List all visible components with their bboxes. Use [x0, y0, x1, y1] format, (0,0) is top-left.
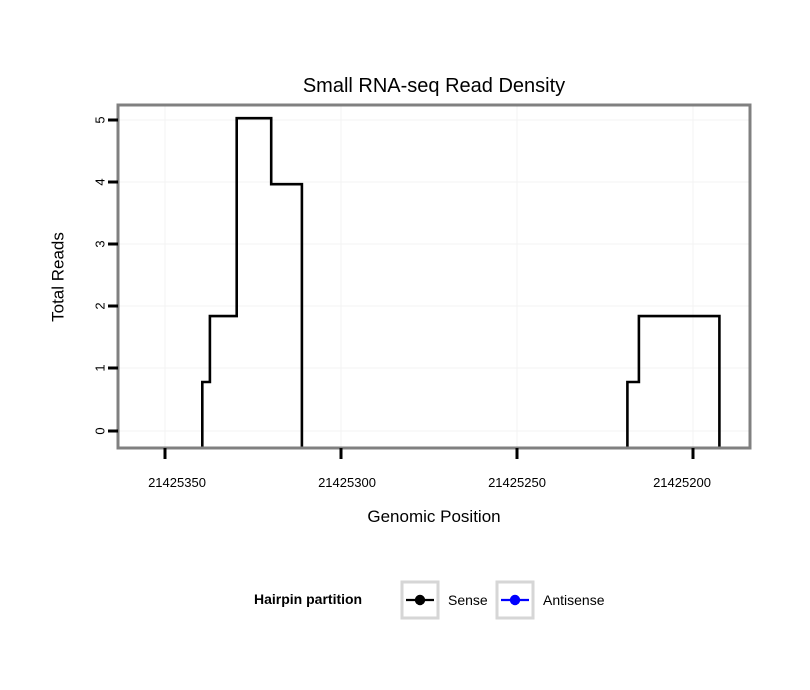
- gridlines-horizontal: [118, 119, 750, 432]
- legend-key-point-icon-sense: [414, 594, 426, 606]
- gridlines-vertical: [164, 105, 694, 448]
- legend-item-sense[interactable]: Sense: [400, 580, 488, 620]
- x-tick-label-1: 21425300: [318, 475, 376, 490]
- y-tick-label-0: 0: [93, 427, 108, 434]
- y-tick-label-4: 4: [93, 178, 108, 185]
- y-tick-label-1: 1: [93, 364, 108, 371]
- legend-label-antisense: Antisense: [543, 592, 605, 608]
- sense-line: [118, 116, 750, 450]
- y-axis-title: Total Reads: [49, 232, 68, 322]
- x-axis-title: Genomic Position: [367, 507, 500, 526]
- legend-label-sense: Sense: [448, 592, 488, 608]
- legend-key-box-sense: [400, 580, 440, 620]
- plot-panel-border: [116, 103, 752, 450]
- legend-item-antisense[interactable]: Antisense: [495, 580, 605, 620]
- x-axis: 21425350 21425300 21425250 21425200 Geno…: [148, 448, 711, 526]
- chart-legend: Hairpin partition Sense Antisense: [254, 580, 605, 620]
- x-tick-label-2: 21425250: [488, 475, 546, 490]
- series-sense: [118, 116, 750, 450]
- y-tick-label-3: 3: [93, 240, 108, 247]
- x-tick-label-3: 21425200: [653, 475, 711, 490]
- legend-key-point-icon-antisense: [509, 594, 521, 606]
- y-tick-label-2: 2: [93, 302, 108, 309]
- chart-title: Small RNA-seq Read Density: [303, 75, 565, 97]
- plot-panel-background: [118, 105, 750, 448]
- y-axis: 5 4 3 2 1 0 Total Reads: [49, 116, 118, 435]
- legend-title: Hairpin partition: [254, 591, 362, 607]
- x-tick-label-0: 21425350: [148, 475, 206, 490]
- y-tick-label-5: 5: [93, 116, 108, 123]
